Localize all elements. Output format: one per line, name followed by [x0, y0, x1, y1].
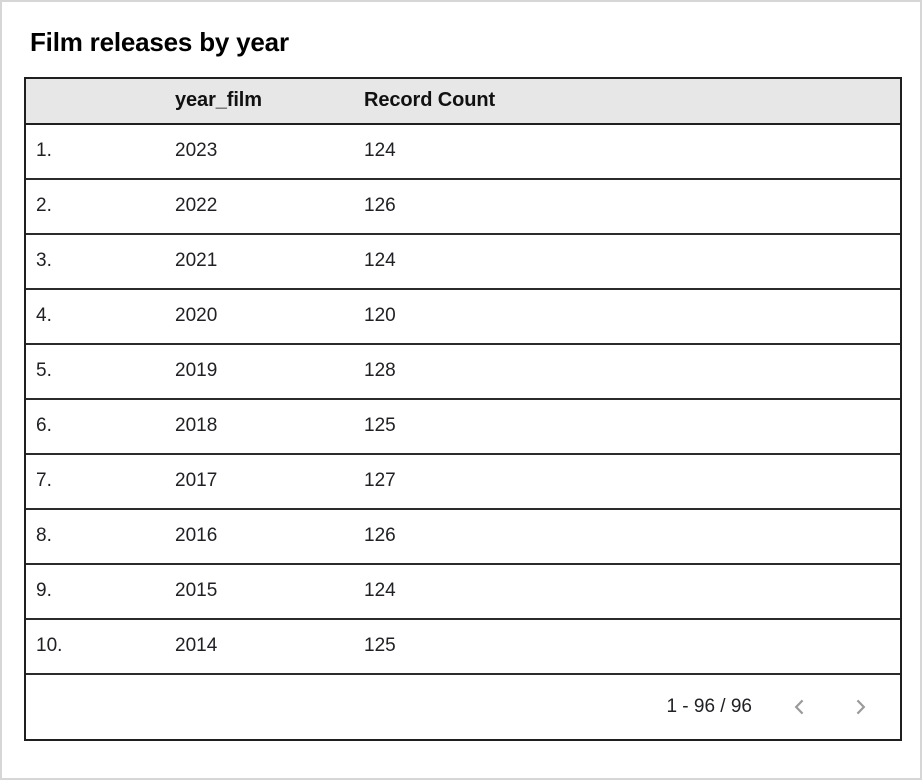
row-number-cell: 10.	[26, 618, 159, 675]
table-body: 1. 2023 124 2. 2022 126 3. 2021 124 4. 2…	[26, 123, 900, 675]
table-row: 2. 2022 126	[26, 178, 900, 235]
record-count-cell: 124	[348, 123, 900, 180]
data-table: year_film Record Count 1. 2023 124 2. 20…	[26, 78, 900, 675]
table-row: 1. 2023 124	[26, 123, 900, 180]
table-row: 7. 2017 127	[26, 453, 900, 510]
table-row: 3. 2021 124	[26, 233, 900, 290]
next-page-button[interactable]	[846, 693, 874, 721]
data-table-widget: year_film Record Count 1. 2023 124 2. 20…	[24, 76, 902, 741]
year-film-cell: 2020	[159, 288, 348, 345]
record-count-cell: 126	[348, 508, 900, 565]
table-row: 6. 2018 125	[26, 398, 900, 455]
pagination-range-label: 1 - 96 / 96	[666, 695, 752, 717]
year-film-cell: 2023	[159, 123, 348, 180]
record-count-cell: 124	[348, 233, 900, 290]
record-count-cell: 120	[348, 288, 900, 345]
year-film-cell: 2015	[159, 563, 348, 620]
year-film-cell: 2016	[159, 508, 348, 565]
col-header-record-count[interactable]: Record Count	[348, 78, 900, 125]
record-count-cell: 126	[348, 178, 900, 235]
table-row: 8. 2016 126	[26, 508, 900, 565]
record-count-cell: 125	[348, 398, 900, 455]
year-film-cell: 2017	[159, 453, 348, 510]
page-title: Film releases by year	[30, 27, 289, 57]
chevron-right-icon	[849, 696, 871, 718]
col-header-year-film[interactable]: year_film	[159, 78, 348, 125]
record-count-cell: 127	[348, 453, 900, 510]
year-film-cell: 2021	[159, 233, 348, 290]
year-film-cell: 2014	[159, 618, 348, 675]
row-number-cell: 5.	[26, 343, 159, 400]
record-count-cell: 124	[348, 563, 900, 620]
table-row: 10. 2014 125	[26, 618, 900, 675]
row-number-cell: 3.	[26, 233, 159, 290]
year-film-cell: 2022	[159, 178, 348, 235]
row-number-cell: 6.	[26, 398, 159, 455]
chevron-left-icon	[789, 696, 811, 718]
table-row: 4. 2020 120	[26, 288, 900, 345]
record-count-cell: 125	[348, 618, 900, 675]
col-header-row-number	[26, 78, 159, 125]
header-row: year_film Record Count	[26, 78, 900, 125]
pagination-bar: 1 - 96 / 96	[26, 674, 900, 739]
row-number-cell: 4.	[26, 288, 159, 345]
row-number-cell: 9.	[26, 563, 159, 620]
row-number-cell: 7.	[26, 453, 159, 510]
table-row: 5. 2019 128	[26, 343, 900, 400]
prev-page-button[interactable]	[786, 693, 814, 721]
row-number-cell: 1.	[26, 123, 159, 180]
table-row: 9. 2015 124	[26, 563, 900, 620]
year-film-cell: 2019	[159, 343, 348, 400]
year-film-cell: 2018	[159, 398, 348, 455]
row-number-cell: 8.	[26, 508, 159, 565]
row-number-cell: 2.	[26, 178, 159, 235]
record-count-cell: 128	[348, 343, 900, 400]
